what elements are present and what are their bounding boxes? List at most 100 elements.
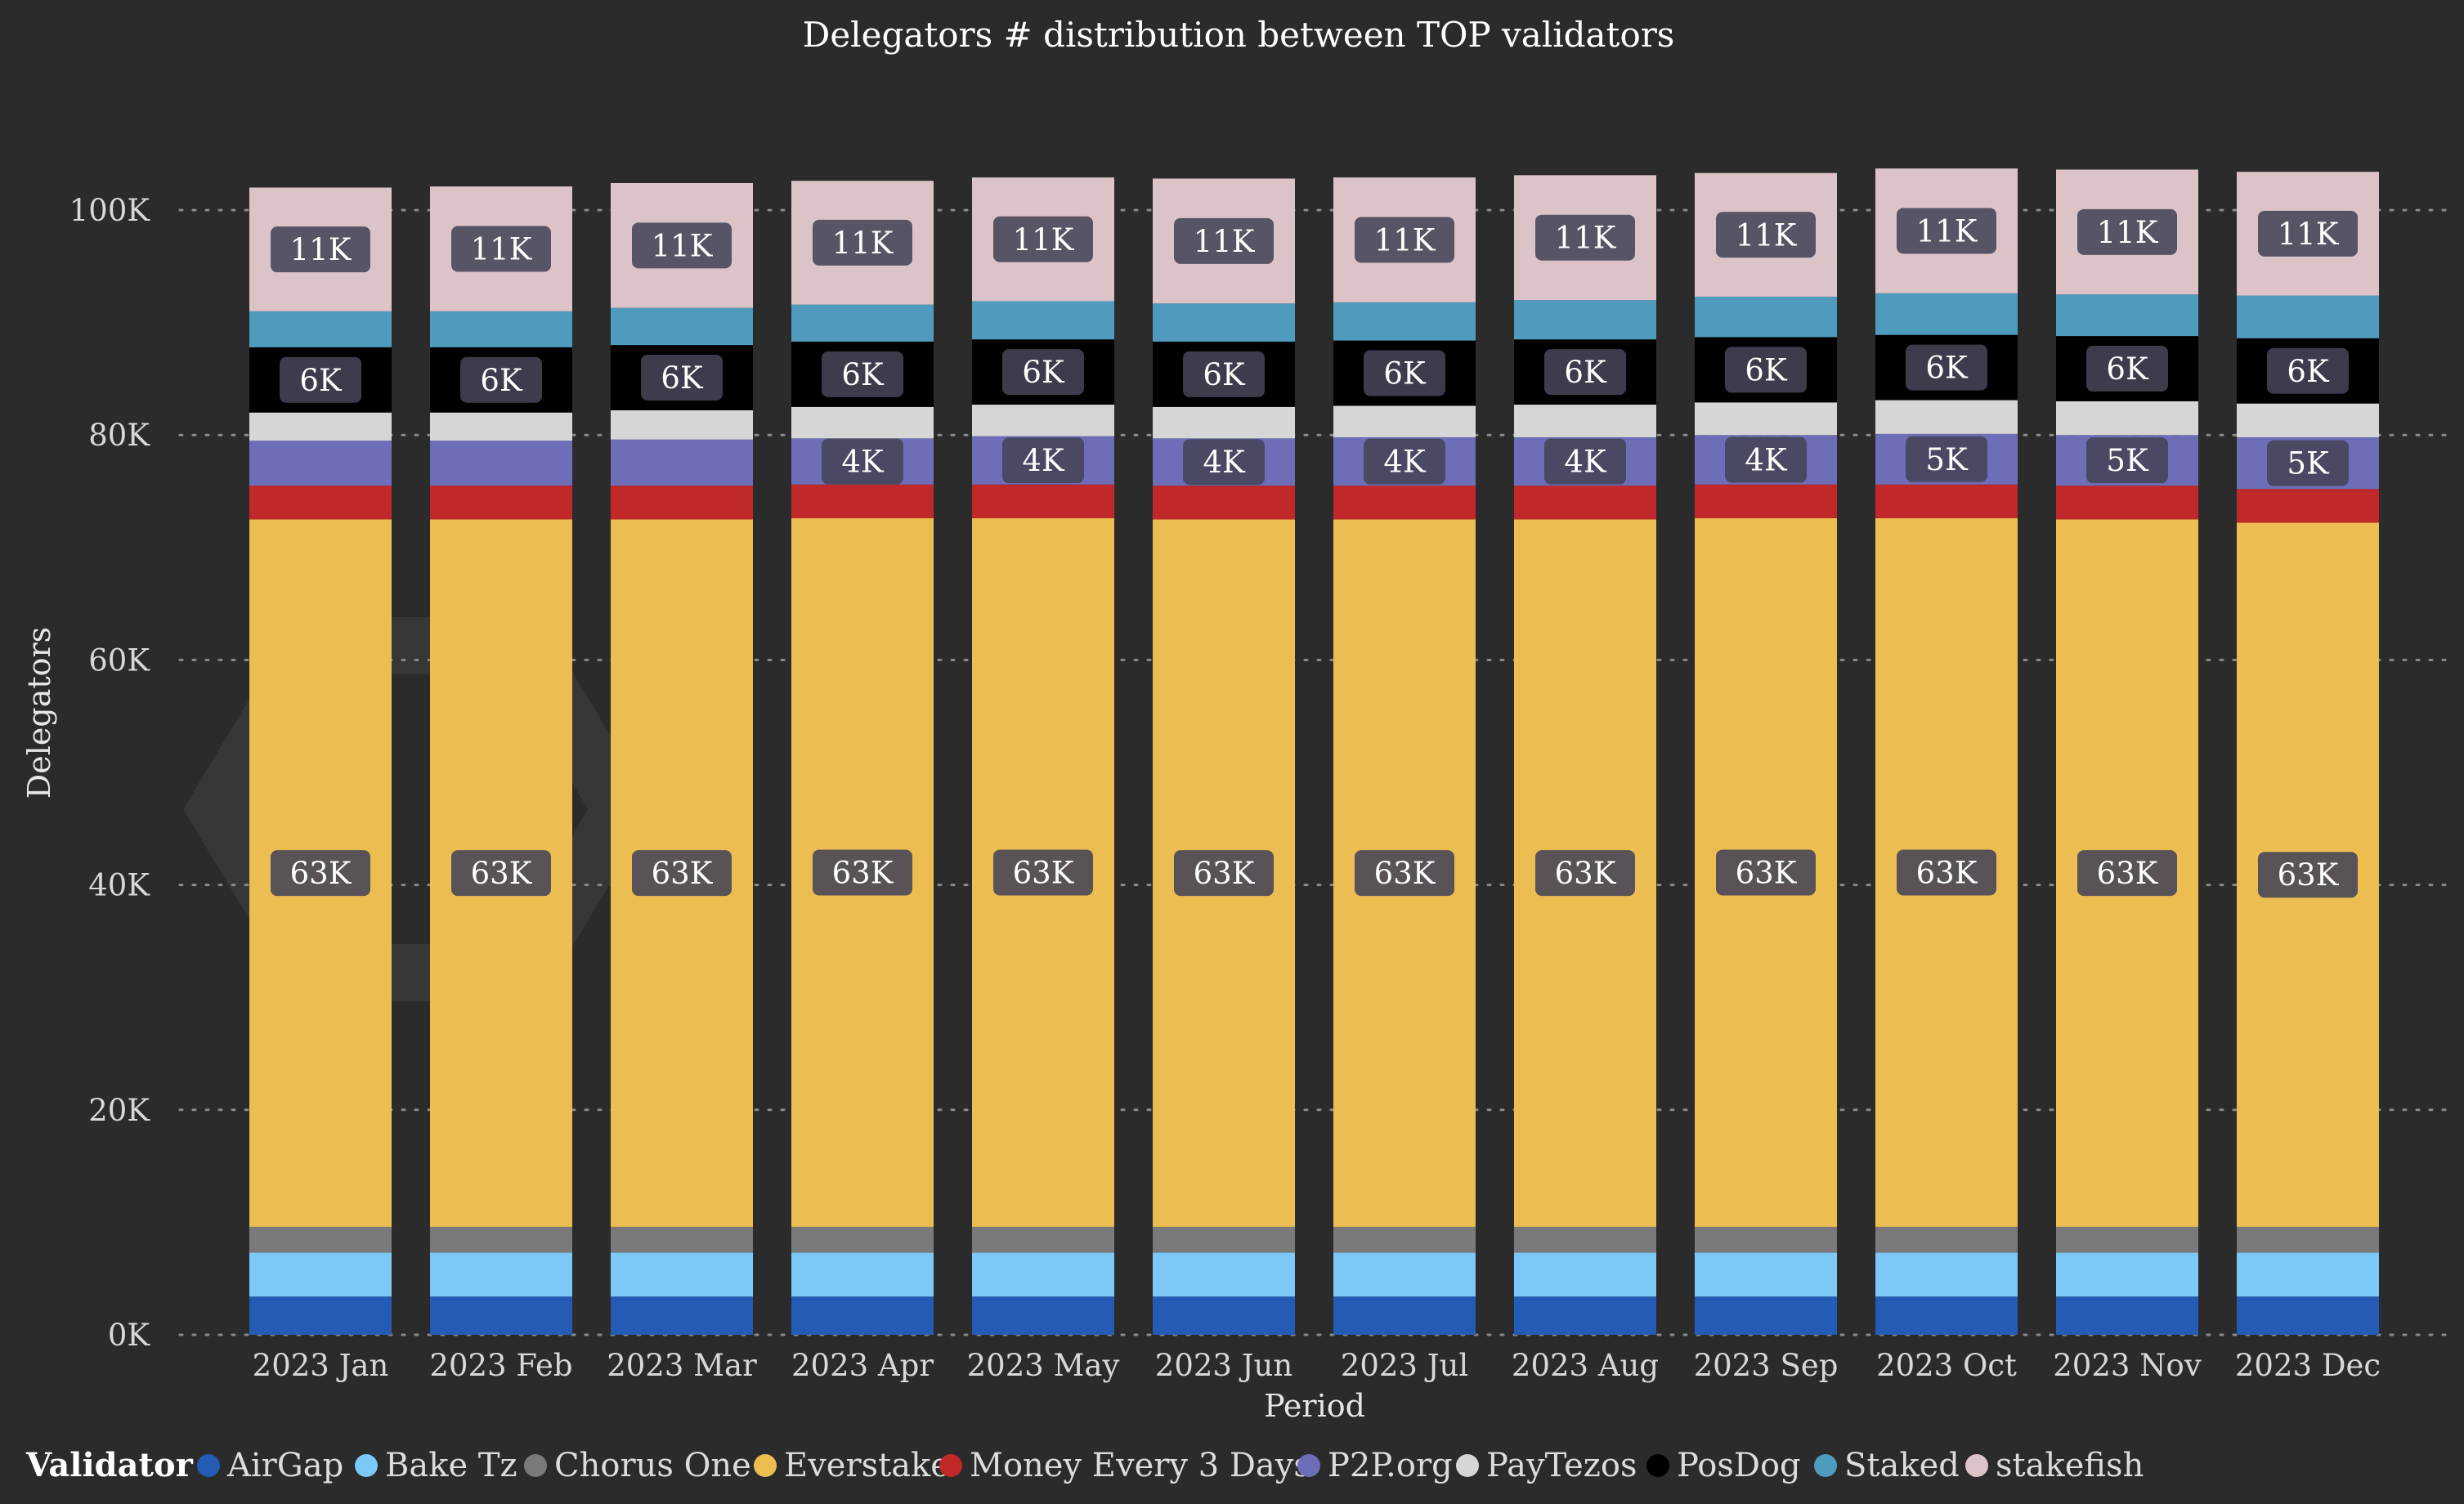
- bar-segment: [1153, 1252, 1295, 1297]
- bar-segment: [1153, 486, 1295, 520]
- data-label: 6K: [1383, 356, 1427, 392]
- data-label-box: [460, 356, 542, 403]
- data-label-box: [451, 850, 551, 897]
- data-label: 6K: [661, 360, 704, 396]
- data-label: 63K: [1194, 856, 1256, 891]
- bar-segment: [1333, 302, 1476, 341]
- legend-title: Validator: [25, 1446, 194, 1484]
- bar-segment: [972, 1252, 1114, 1297]
- x-tick-label: 2023 Jul: [1341, 1348, 1468, 1383]
- x-tick-label: 2023 Oct: [1876, 1348, 2017, 1383]
- data-label-box: [2077, 208, 2177, 255]
- x-axis-ticks: 2023 Jan 2023 Feb 2023 Mar 2023 Apr 2023 May…: [253, 1348, 2381, 1383]
- bar-segment: [430, 486, 572, 520]
- chart-title: Delegators # distribution between TOP va…: [803, 15, 1675, 55]
- data-label-box: [1897, 849, 1996, 896]
- data-label: 63K: [1555, 856, 1617, 891]
- bar-stack: 63K 5K 6K 11K: [2237, 172, 2379, 1335]
- data-label-box: [1002, 349, 1084, 396]
- data-label-box: [1183, 439, 1265, 486]
- legend-item-label: stakefish: [1996, 1447, 2144, 1484]
- bar-segment: [611, 1296, 753, 1335]
- bar-segment: [972, 1226, 1114, 1253]
- data-label: 6K: [1925, 351, 1969, 386]
- legend-marker: [1297, 1454, 1320, 1477]
- data-label: 4K: [1564, 445, 1607, 480]
- data-label-box: [1906, 436, 1987, 482]
- data-label: 63K: [1736, 855, 1798, 890]
- data-label-box: [2086, 346, 2168, 392]
- x-tick-label: 2023 Nov: [2053, 1348, 2202, 1383]
- data-label: 6K: [1203, 357, 1246, 392]
- bar-segment: [791, 304, 934, 342]
- x-tick-label: 2023 Mar: [607, 1348, 757, 1383]
- data-label-box: [1355, 850, 1454, 897]
- bar-stack: 63K 5K 6K 11K: [2056, 169, 2198, 1335]
- bar-segment: [972, 484, 1114, 519]
- data-label-box: [1355, 217, 1454, 263]
- bar-segment: [1153, 303, 1295, 342]
- bar-segment: [1153, 1226, 1295, 1253]
- data-label-box: [1716, 849, 1816, 896]
- legend-marker: [754, 1454, 777, 1477]
- data-label: 5K: [2287, 446, 2330, 481]
- x-tick-label: 2023 Feb: [429, 1348, 572, 1383]
- legend-item-label: Money Every 3 Days: [970, 1447, 1310, 1484]
- bar-segment: [791, 1252, 934, 1297]
- data-label: 6K: [1745, 352, 1788, 387]
- bar-segment: [1514, 486, 1656, 520]
- data-label: 11K: [1013, 222, 1075, 257]
- x-axis-title: Period: [1264, 1388, 1365, 1424]
- bar-segment: [430, 311, 572, 347]
- x-tick-label: 2023 May: [967, 1348, 1120, 1383]
- bar-stack: 63K 6K 11K: [611, 182, 753, 1335]
- x-tick-label: 2023 Jun: [1155, 1348, 1292, 1383]
- legend-item-label: PosDog: [1677, 1447, 1801, 1484]
- bar-segment: [791, 1296, 934, 1335]
- bar-segment: [972, 301, 1114, 340]
- bar-segment: [611, 1252, 753, 1297]
- data-label: 11K: [1555, 221, 1617, 256]
- bar-stack: 63K 4K 6K 11K: [1695, 172, 1837, 1335]
- bar-segment: [2056, 1252, 2198, 1297]
- y-tick-label: 80K: [88, 418, 150, 453]
- x-tick-label: 2023 Dec: [2235, 1348, 2381, 1383]
- bar-segment: [1153, 406, 1295, 439]
- legend-item-label: Bake Tz: [385, 1447, 517, 1484]
- bar-segment: [2237, 1252, 2379, 1297]
- y-tick-label: 100K: [69, 193, 151, 228]
- legend-marker: [939, 1454, 962, 1477]
- data-label-box: [271, 850, 370, 897]
- bar-segment: [1695, 1252, 1837, 1297]
- data-label: 11K: [1736, 217, 1798, 253]
- bar-segment: [430, 1226, 572, 1253]
- data-label-box: [1535, 850, 1635, 897]
- bar-segment: [430, 1296, 572, 1335]
- data-label: 6K: [2287, 354, 2330, 389]
- data-label-box: [2258, 210, 2358, 257]
- bar-segment: [1695, 296, 1837, 338]
- bar-segment: [611, 1226, 753, 1253]
- bar-segment: [1514, 1296, 1656, 1335]
- data-label-box: [641, 355, 723, 401]
- bar-segment: [1333, 1226, 1476, 1253]
- bar-segment: [1875, 293, 2018, 335]
- data-label-box: [1906, 344, 1987, 391]
- bar-segment: [1875, 1252, 2018, 1297]
- data-label-box: [1897, 208, 1996, 254]
- bar-segment: [611, 486, 753, 520]
- bar-segment: [249, 1226, 392, 1253]
- bar-segment: [1875, 1296, 2018, 1335]
- bar-stack: 63K 4K 6K 11K: [1153, 178, 1295, 1335]
- bar-segment: [611, 307, 753, 346]
- bar-segment: [1875, 1226, 2018, 1253]
- y-tick-label: 0K: [108, 1318, 151, 1353]
- data-label: 5K: [2106, 443, 2149, 478]
- data-label: 63K: [1013, 855, 1075, 890]
- legend-marker: [355, 1454, 378, 1477]
- legend-item-label: P2P.org: [1328, 1447, 1453, 1484]
- bar-segment: [972, 1296, 1114, 1335]
- legend-item-label: Everstake: [784, 1447, 950, 1484]
- data-label-box: [451, 226, 551, 272]
